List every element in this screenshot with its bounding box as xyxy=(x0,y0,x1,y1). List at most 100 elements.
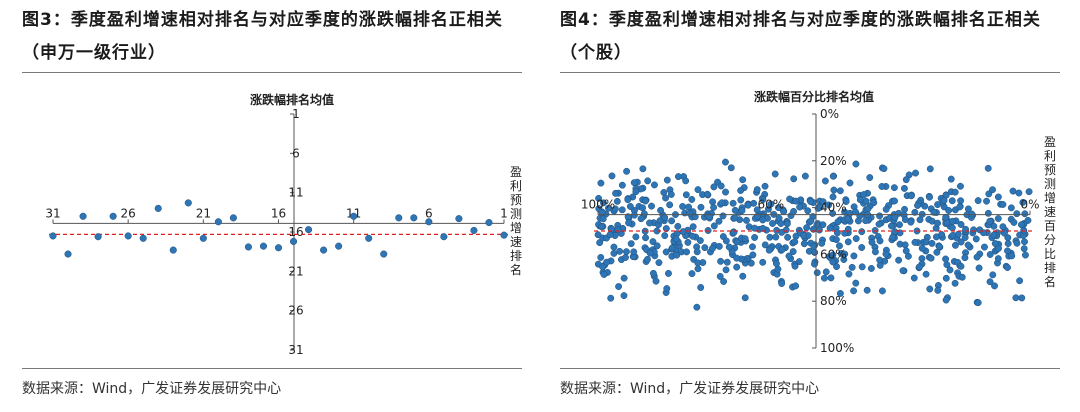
data-point xyxy=(790,207,798,215)
data-point xyxy=(1010,218,1018,226)
data-point xyxy=(1016,277,1024,285)
data-point xyxy=(610,243,618,251)
data-point xyxy=(777,220,785,227)
data-point xyxy=(991,240,999,247)
data-point xyxy=(598,223,606,231)
data-point xyxy=(199,234,207,242)
data-point xyxy=(984,164,992,172)
data-point xyxy=(672,235,680,243)
svg-text:排: 排 xyxy=(510,249,522,263)
data-point xyxy=(642,234,649,242)
figure-4-source: 数据来源：Wind，广发证券发展研究中心 xyxy=(560,381,820,397)
data-point xyxy=(597,179,605,187)
data-point xyxy=(710,183,718,191)
data-point xyxy=(703,190,711,198)
figure-3-chart: 涨跌幅排名均值161116212631312621161161盈利预测增速排名 xyxy=(45,92,522,357)
data-point xyxy=(984,209,992,217)
data-point xyxy=(989,271,997,279)
x-tick-label: 16 xyxy=(271,206,286,220)
data-point xyxy=(1009,187,1017,195)
data-point xyxy=(895,256,903,264)
data-point xyxy=(933,248,941,256)
data-point xyxy=(1004,247,1011,255)
data-point xyxy=(686,209,694,217)
data-point xyxy=(741,294,749,302)
data-point xyxy=(818,239,826,247)
data-point xyxy=(684,238,692,246)
data-point xyxy=(911,238,919,246)
data-point xyxy=(876,212,883,220)
data-point xyxy=(772,233,780,241)
data-point xyxy=(169,246,177,254)
data-point xyxy=(733,254,741,262)
svg-text:利: 利 xyxy=(1044,149,1056,163)
data-point xyxy=(719,212,727,220)
figure-3-source: 数据来源：Wind，广发证券发展研究中心 xyxy=(22,381,282,397)
data-point xyxy=(683,248,691,256)
data-point xyxy=(975,264,983,272)
data-point xyxy=(986,217,994,225)
data-point xyxy=(741,235,749,243)
data-point xyxy=(1021,238,1028,246)
data-point xyxy=(934,201,942,209)
data-point xyxy=(991,282,998,290)
data-point xyxy=(259,242,268,250)
data-point xyxy=(715,242,723,250)
data-point xyxy=(766,233,774,241)
data-point xyxy=(646,219,653,227)
data-point xyxy=(652,277,660,285)
data-point xyxy=(834,218,842,226)
data-point xyxy=(868,238,876,246)
data-point xyxy=(896,221,903,229)
data-point xyxy=(867,265,875,272)
figure-4-panel: 图4：季度盈利增速相对排名与对应季度的涨跌幅排名正相关（个股） 涨跌幅百分比排名… xyxy=(560,0,1080,412)
data-point xyxy=(926,193,933,201)
svg-text:预: 预 xyxy=(510,193,522,207)
data-point xyxy=(994,255,1002,263)
data-point xyxy=(738,207,746,215)
data-point xyxy=(956,203,964,211)
data-point xyxy=(622,248,630,256)
data-point xyxy=(657,206,665,214)
data-point xyxy=(983,197,990,205)
data-point xyxy=(618,181,626,189)
data-point xyxy=(697,203,705,211)
data-point xyxy=(644,177,652,185)
data-point xyxy=(689,223,697,231)
data-point xyxy=(825,201,833,209)
svg-text:名: 名 xyxy=(1044,274,1056,289)
data-point xyxy=(900,184,908,192)
data-point xyxy=(667,191,675,198)
y-tick-label: 26 xyxy=(288,304,303,318)
data-point xyxy=(974,299,982,307)
data-point xyxy=(836,290,844,297)
data-point xyxy=(693,303,701,311)
data-point xyxy=(858,263,866,271)
data-point xyxy=(911,208,919,216)
data-point xyxy=(710,203,718,211)
svg-text:排: 排 xyxy=(1044,261,1056,275)
data-point xyxy=(829,172,837,180)
data-point xyxy=(722,266,730,274)
data-point xyxy=(701,244,709,252)
data-point xyxy=(350,212,358,220)
data-point xyxy=(649,269,657,277)
data-point xyxy=(914,202,921,209)
data-point xyxy=(1007,204,1015,212)
data-point xyxy=(842,198,850,205)
y-tick-label: 31 xyxy=(288,343,303,357)
data-point xyxy=(470,226,478,234)
data-point xyxy=(986,251,994,258)
data-point xyxy=(689,232,697,240)
data-point xyxy=(854,217,862,225)
data-point xyxy=(632,188,640,196)
data-point xyxy=(942,213,950,221)
data-point xyxy=(800,240,808,248)
data-point xyxy=(709,198,717,206)
data-point xyxy=(697,284,705,291)
data-point xyxy=(709,244,716,252)
data-point xyxy=(876,237,884,245)
data-point xyxy=(1022,251,1029,259)
data-point xyxy=(819,198,827,206)
data-point xyxy=(759,258,767,266)
